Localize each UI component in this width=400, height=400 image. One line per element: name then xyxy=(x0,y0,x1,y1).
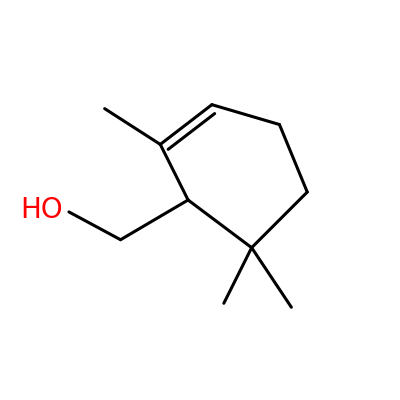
Text: HO: HO xyxy=(20,196,63,224)
